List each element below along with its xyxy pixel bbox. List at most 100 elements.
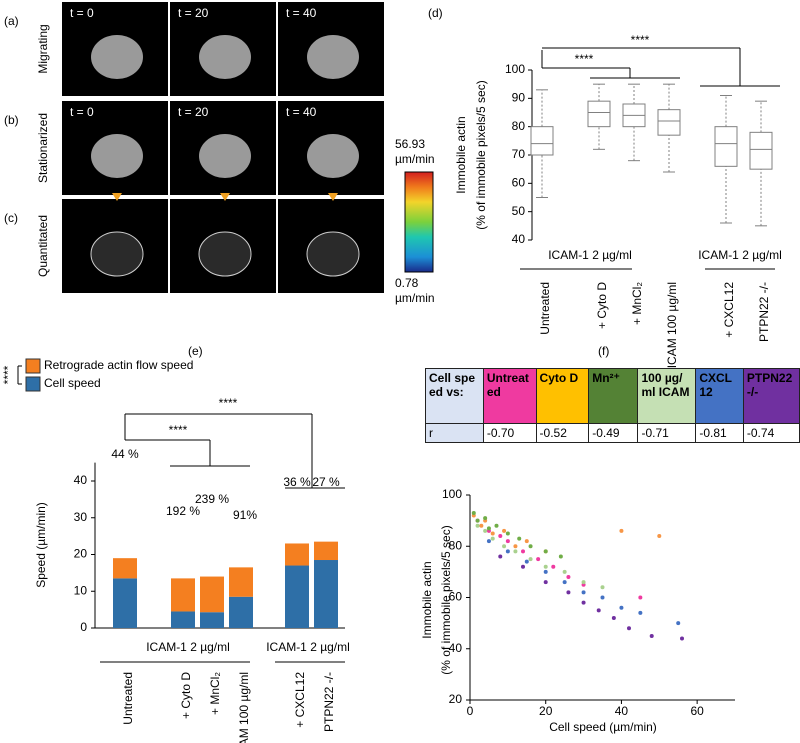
- cell: [306, 231, 360, 277]
- x-axis-label: Cell speed (µm/min): [549, 720, 657, 734]
- table-row: Cell speed vs: Untreated Cyto D Mn²⁺ 100 µg/…: [425, 368, 800, 424]
- point: [581, 600, 586, 605]
- legend-swatch: [25, 358, 41, 374]
- point: [483, 516, 488, 521]
- point: [494, 523, 499, 528]
- arrow: [112, 193, 122, 201]
- group-label: ICAM-1 2 µg/ml: [698, 248, 782, 262]
- y-tick-label: 20: [449, 692, 463, 706]
- percent-label: 44 %: [111, 447, 139, 461]
- y-axis-label: Immobile actin: [420, 561, 434, 638]
- point: [566, 590, 571, 595]
- legend-label: Retrograde actin flow speed: [44, 358, 193, 372]
- point: [562, 569, 567, 574]
- point: [521, 564, 525, 569]
- point: [596, 608, 601, 613]
- x-tick-label: PTPN22 -/-: [322, 672, 336, 732]
- cell: -0.70: [482, 423, 537, 443]
- cell: [198, 231, 252, 277]
- significance: ****: [169, 423, 188, 437]
- cell: [91, 134, 143, 178]
- point: [543, 564, 548, 569]
- point: [486, 526, 491, 531]
- bar-segment: [113, 558, 137, 579]
- x-tick-label: + CXCL12: [722, 282, 736, 338]
- point: [551, 564, 556, 569]
- x-tick-label: + ICAM 100 µg/ml: [665, 282, 679, 379]
- x-tick-label: Untreated: [538, 282, 552, 335]
- point: [676, 621, 681, 626]
- point: [505, 549, 510, 554]
- header-cell: PTPN22 -/-: [742, 368, 800, 424]
- point: [649, 633, 654, 638]
- point: [581, 590, 586, 595]
- percent-label: 27 %: [312, 475, 340, 489]
- point: [638, 595, 643, 600]
- box: [749, 131, 773, 170]
- x-tick-label: PTPN22 -/-: [757, 282, 771, 342]
- header-cell: Cell speed vs:: [425, 368, 484, 424]
- point: [498, 534, 503, 538]
- point: [521, 549, 525, 554]
- y-tick-label: 40: [449, 641, 463, 655]
- x-tick-label: + ICAM 100 µg/ml: [237, 672, 251, 743]
- point: [600, 585, 605, 590]
- panel-label: (e): [188, 344, 203, 358]
- point: [600, 595, 605, 600]
- y-axis-label: Speed (µm/min): [34, 502, 48, 588]
- time-label: t = 20: [178, 105, 209, 119]
- point: [638, 610, 643, 615]
- time-label: t = 0: [70, 105, 94, 119]
- point: [528, 557, 533, 562]
- cell: [199, 134, 251, 178]
- panel-label: (d): [428, 6, 443, 20]
- point: [619, 605, 624, 610]
- header-cell: Cyto D: [535, 368, 590, 424]
- row-label: Stationarized: [36, 113, 50, 183]
- cell: -0.49: [588, 423, 639, 443]
- bar-segment: [314, 560, 338, 628]
- percent-label: 91%: [233, 508, 257, 522]
- point: [479, 523, 484, 528]
- point: [486, 539, 491, 544]
- bar-segment: [285, 543, 309, 566]
- point: [483, 528, 488, 533]
- point: [471, 510, 476, 515]
- y-tick-label: 50: [512, 204, 526, 218]
- y-tick-label: 40: [74, 473, 88, 487]
- percent-label: 192 %: [166, 504, 200, 518]
- point: [513, 544, 518, 549]
- significance: ****: [1, 365, 15, 384]
- y-tick-label: 0: [80, 620, 87, 634]
- legend-label: Cell speed: [44, 376, 101, 390]
- point: [528, 544, 533, 549]
- table-row: r -0.70 -0.52 -0.49 -0.71 -0.81 -0.74: [425, 423, 800, 443]
- significance: ****: [575, 52, 594, 66]
- cell: [307, 134, 359, 178]
- cell: [91, 35, 143, 79]
- y-axis-label: Immobile actin: [454, 116, 468, 193]
- row-label: Quantitated: [36, 215, 50, 277]
- panel-label: (b): [4, 113, 19, 127]
- group-label: ICAM-1 2 µg/ml: [548, 248, 632, 262]
- legend-swatch: [25, 376, 41, 392]
- bar-segment: [171, 611, 195, 628]
- point: [562, 580, 567, 585]
- panel-label: (a): [4, 14, 19, 28]
- cell: -0.81: [695, 423, 744, 443]
- point: [619, 528, 624, 533]
- bar-segment: [229, 596, 253, 628]
- point: [657, 534, 662, 538]
- time-label: t = 40: [286, 6, 317, 20]
- point: [505, 539, 510, 544]
- point: [536, 557, 541, 562]
- point: [524, 539, 529, 544]
- cell: [199, 35, 251, 79]
- point: [513, 549, 518, 554]
- point: [581, 580, 586, 585]
- point: [566, 575, 571, 579]
- y-tick-label: 60: [512, 176, 526, 190]
- group-label: ICAM-1 2 µg/ml: [266, 640, 350, 654]
